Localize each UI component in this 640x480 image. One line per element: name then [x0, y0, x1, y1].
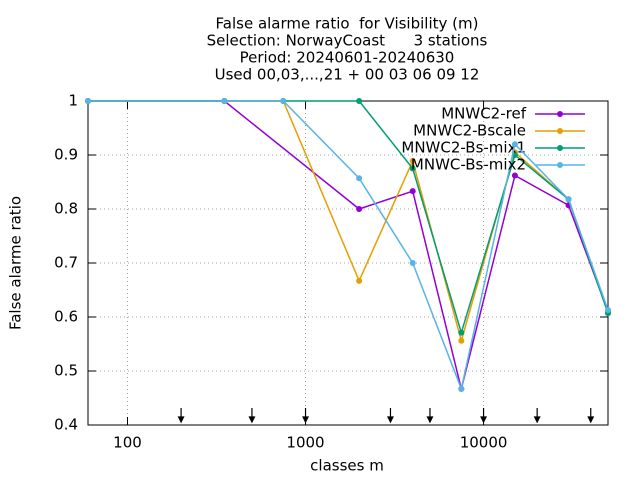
- x-axis-label: classes m: [310, 457, 384, 475]
- x-tick-label: 10000: [460, 434, 508, 452]
- y-tick-label: 0.6: [54, 308, 78, 326]
- arrow-marker: [387, 408, 394, 424]
- legend-point: [557, 128, 563, 134]
- legend-label: MNWC2-Bs-mix1: [401, 139, 526, 157]
- point: [458, 329, 465, 336]
- point: [409, 188, 416, 195]
- point: [565, 196, 572, 203]
- y-tick-label: 0.5: [54, 362, 78, 380]
- legend-point: [557, 145, 563, 151]
- arrow-marker: [177, 408, 185, 424]
- y-tick-label: 1: [68, 92, 78, 110]
- point: [458, 385, 465, 392]
- point: [356, 277, 363, 284]
- point: [511, 141, 518, 148]
- point: [458, 337, 465, 344]
- point: [511, 172, 518, 179]
- arrow-marker: [426, 408, 434, 424]
- legend-point: [557, 111, 563, 117]
- series-line: [88, 100, 609, 390]
- point: [85, 98, 91, 104]
- legend-label: MNWC2-Bscale: [413, 122, 526, 140]
- point: [221, 98, 228, 104]
- legend-label: MNWC-Bs-mix2: [411, 156, 526, 174]
- point: [356, 175, 363, 182]
- y-tick-label: 0.8: [54, 200, 78, 218]
- arrow-marker: [248, 408, 256, 424]
- point: [356, 98, 363, 104]
- point: [356, 206, 363, 212]
- y-axis-label: False alarme ratio: [7, 196, 25, 330]
- arrow-marker: [302, 408, 309, 424]
- point: [409, 260, 416, 266]
- chart-title: Selection: NorwayCoast 3 stations: [207, 32, 488, 50]
- y-tick-label: 0.7: [54, 254, 78, 272]
- point: [409, 157, 416, 164]
- arrow-marker: [480, 408, 488, 424]
- y-tick-label: 0.9: [54, 146, 78, 164]
- x-tick-label: 100: [113, 434, 142, 452]
- chart-title: Period: 20240601-20240630: [240, 49, 455, 67]
- point: [605, 306, 611, 313]
- y-tick-label: 0.4: [54, 416, 78, 434]
- chart-title: False alarme ratio for Visibility (m): [216, 15, 479, 33]
- x-tick-label: 1000: [286, 434, 324, 452]
- legend-label: MNWC2-ref: [441, 105, 526, 123]
- arrow-marker: [587, 408, 595, 424]
- arrow-marker: [533, 408, 541, 424]
- point: [280, 98, 287, 104]
- chart-title: Used 00,03,...,21 + 00 03 06 09 12: [215, 66, 480, 84]
- legend-point: [557, 162, 563, 168]
- point: [409, 165, 416, 172]
